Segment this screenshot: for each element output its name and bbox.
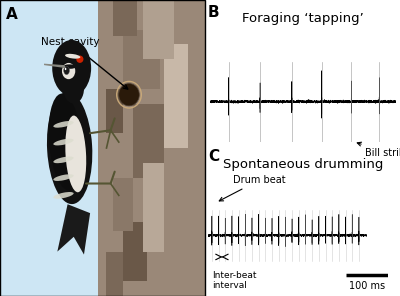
Circle shape xyxy=(52,40,91,96)
Ellipse shape xyxy=(49,94,82,191)
Bar xyxy=(164,44,188,148)
Bar xyxy=(133,104,164,178)
Text: B: B xyxy=(208,5,220,20)
Ellipse shape xyxy=(119,83,139,106)
Ellipse shape xyxy=(76,56,84,63)
Text: Inter-beat
interval: Inter-beat interval xyxy=(212,271,256,290)
Bar xyxy=(123,30,160,89)
Ellipse shape xyxy=(53,192,74,199)
Text: A: A xyxy=(6,7,18,22)
Ellipse shape xyxy=(47,92,92,204)
Text: Spontaneous drumming: Spontaneous drumming xyxy=(223,158,383,171)
Bar xyxy=(113,178,133,231)
Bar xyxy=(106,252,123,296)
Text: Drum beat: Drum beat xyxy=(219,175,286,201)
Bar xyxy=(113,0,137,36)
Circle shape xyxy=(64,66,70,75)
Bar xyxy=(106,89,123,133)
Polygon shape xyxy=(44,64,66,68)
Ellipse shape xyxy=(64,74,84,104)
Ellipse shape xyxy=(53,174,74,181)
Text: C: C xyxy=(208,149,219,165)
Ellipse shape xyxy=(65,115,86,192)
Text: Nest cavity: Nest cavity xyxy=(41,37,128,89)
Text: Bill strike: Bill strike xyxy=(357,142,400,158)
Ellipse shape xyxy=(62,63,75,79)
Bar xyxy=(98,0,205,296)
Bar xyxy=(143,163,164,252)
Bar xyxy=(123,222,148,281)
Ellipse shape xyxy=(53,157,74,163)
Polygon shape xyxy=(57,204,90,255)
Ellipse shape xyxy=(53,139,74,145)
Ellipse shape xyxy=(63,64,76,69)
Ellipse shape xyxy=(53,121,74,128)
Text: Foraging ‘tapping’: Foraging ‘tapping’ xyxy=(242,12,364,25)
Circle shape xyxy=(65,68,66,70)
Bar xyxy=(143,0,174,59)
Ellipse shape xyxy=(65,54,80,59)
